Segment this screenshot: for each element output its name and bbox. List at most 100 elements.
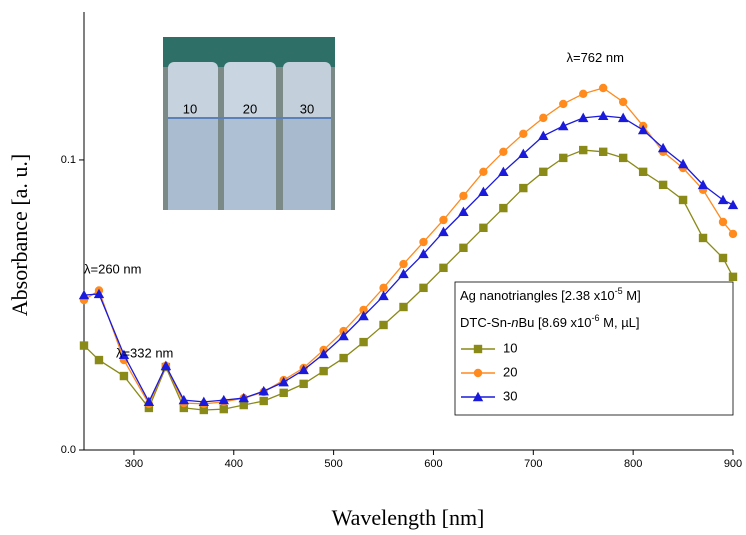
marker [418,248,429,259]
marker [459,191,468,201]
marker [578,112,589,123]
marker [459,243,468,253]
marker [473,368,483,378]
marker [93,288,105,299]
legend-title-part: Bu [8.69 x10 [519,315,592,330]
marker [479,223,488,233]
marker [258,385,269,396]
marker [638,167,648,177]
x-tick-label: 600 [424,458,442,470]
marker [319,366,328,376]
marker [478,186,489,197]
marker [358,310,369,321]
marker [78,289,90,300]
marker [119,371,129,381]
x-tick-label: 500 [324,458,342,470]
marker [299,379,308,389]
marker [519,129,528,139]
marker [479,167,488,177]
marker [498,166,509,177]
inset-label: 10 [183,101,197,116]
marker [559,99,568,109]
y-axis-title: Absorbance [a. u.] [7,154,32,317]
legend-label: 30 [503,388,517,403]
marker [728,272,738,282]
inset-photo [163,37,335,210]
marker [637,124,649,135]
legend-title-part: M, µL] [600,315,640,330]
legend-title-part: M] [623,288,641,303]
marker [499,147,508,157]
marker [678,195,688,205]
inset-label: 30 [300,101,314,116]
marker [717,194,729,205]
marker [599,83,608,93]
marker [618,97,628,107]
marker [559,153,568,163]
legend-title-part: Ag nanotriangles [2.38 x10 [460,288,615,303]
marker [518,148,529,159]
legend-label: 20 [503,364,517,379]
marker [718,253,728,263]
x-tick-label: 300 [125,458,143,470]
marker [539,113,548,123]
marker [539,167,548,177]
marker [359,337,368,347]
marker [579,145,588,155]
marker [259,396,268,406]
marker [198,396,210,407]
marker [178,394,190,405]
marker [379,283,388,293]
marker [359,305,368,315]
legend-title: Ag nanotriangles [2.38 x10-5 M] [460,286,641,303]
marker [617,112,629,123]
marker [657,142,669,153]
marker [727,199,739,210]
marker [697,179,709,190]
marker [339,353,348,363]
marker [439,263,448,273]
marker [398,268,409,279]
marker [279,388,288,398]
x-tick-label: 400 [225,458,243,470]
marker [298,364,309,375]
legend-title: DTC-Sn-nBu [8.69 x10-6 M, µL] [460,313,640,330]
marker [239,400,248,410]
legend-title-part: n [511,315,518,330]
marker [472,391,484,402]
annotation: λ=260 nm [84,262,141,277]
marker [658,180,668,190]
marker [378,290,389,301]
marker [698,233,708,243]
marker [79,341,89,350]
marker [598,110,609,121]
x-tick-label: 800 [624,458,642,470]
marker [538,130,549,141]
marker [238,392,249,403]
marker [219,404,228,414]
marker [473,344,483,354]
marker [579,89,588,98]
marker [618,153,628,163]
marker [458,206,469,217]
marker [118,349,130,360]
annotation: λ=332 nm [116,346,173,361]
marker [419,283,428,293]
marker [558,120,569,131]
marker [179,403,189,413]
marker [278,376,289,387]
marker [218,394,229,405]
marker [439,215,448,225]
series-line [83,149,734,411]
marker [438,226,449,237]
marker [143,396,155,407]
marker [677,158,689,169]
series-line [83,87,734,406]
marker [399,302,408,312]
marker [419,237,428,247]
legend-title-part: -6 [592,313,600,323]
annotation: λ=762 nm [566,50,623,65]
marker [399,259,408,269]
legend-title-part: -5 [615,286,623,296]
